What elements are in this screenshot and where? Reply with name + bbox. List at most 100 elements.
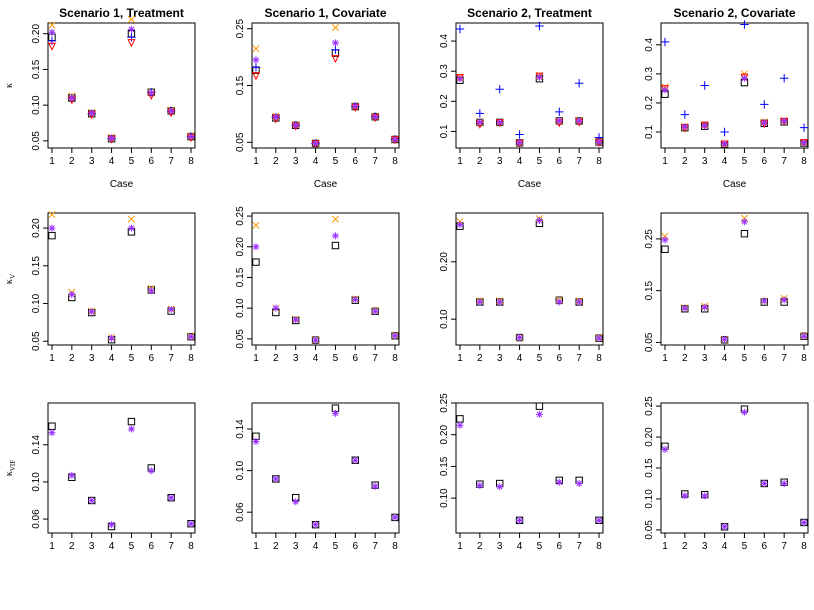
x-tick-label: 8: [188, 353, 194, 364]
x-tick-label: 5: [537, 156, 543, 167]
x-tick-label: 1: [49, 353, 55, 364]
x-tick-label: 7: [576, 156, 582, 167]
panel-11: 1 2 3 4 5 6 7 8 0.10 0.15 0.20 0.25: [439, 393, 604, 552]
panel-1: Scenario 1, Treatment 1 2 3 4 5 6 7 8 Case 0.05 0.1…: [4, 6, 196, 190]
star-marker: [167, 494, 175, 502]
series-square: [48, 228, 195, 344]
plus-marker: [535, 21, 544, 31]
square-marker: [48, 422, 56, 430]
x-tick-label: 2: [477, 541, 483, 552]
star-marker: [187, 333, 195, 341]
x-tick-label: 7: [576, 541, 582, 552]
star-marker: [187, 520, 195, 528]
y-tick-label: 0.20: [439, 252, 450, 272]
star-marker: [740, 74, 748, 82]
plus-marker: [515, 130, 524, 139]
star-marker: [351, 456, 359, 464]
star-marker: [661, 86, 669, 94]
plus-marker: [700, 81, 709, 90]
star-marker: [476, 298, 484, 306]
series-cross: [456, 215, 603, 342]
star-marker: [167, 107, 175, 115]
y-tick-label: 0.20: [644, 427, 655, 447]
star-marker: [496, 298, 504, 306]
panel-4: Scenario 2, Covariate 1 2 3 4 5 6 7 8 Case 0.1 0.2 0…: [644, 6, 809, 190]
series-square: [456, 219, 603, 342]
x-tick-label: 2: [273, 353, 279, 364]
series-square: [661, 230, 808, 344]
y-axis-label-main: κ: [4, 471, 15, 476]
plot-frame: [47, 22, 196, 149]
star-marker: [312, 139, 320, 147]
panel-title: Scenario 2, Treatment: [467, 6, 592, 20]
plot-frame: [455, 212, 604, 346]
star-marker: [516, 139, 524, 147]
star-marker: [800, 139, 808, 147]
plus-marker: [720, 127, 729, 137]
panel-10: 1 2 3 4 5 6 7 8 0.06 0.10 0.14: [235, 402, 400, 552]
x-tick-label: 3: [702, 541, 708, 552]
star-marker: [535, 216, 543, 224]
panel-12: 1 2 3 4 5 6 7 8 0.05 0.10 0.15 0.20 0.25: [644, 396, 809, 552]
series-star: [661, 408, 808, 531]
panel-8: 1 2 3 4 5 6 7 8 0.05 0.15 0.25: [644, 212, 809, 364]
plus-marker: [495, 85, 504, 94]
triangle-marker: [331, 55, 340, 64]
y-tick-label: 0.10: [31, 472, 42, 492]
x-tick-label: 5: [129, 541, 135, 552]
star-marker: [701, 492, 709, 500]
series-star: [252, 409, 399, 529]
x-axis-label: Case: [723, 179, 747, 190]
panel-title: Scenario 1, Treatment: [59, 6, 184, 20]
series-star: [252, 39, 399, 147]
cross-marker: [127, 15, 135, 23]
y-tick-label: 0.05: [644, 332, 655, 352]
y-tick-label: 0.05: [31, 131, 42, 151]
series-square: [456, 75, 603, 147]
star-marker: [252, 56, 260, 64]
y-tick-label: 0.15: [235, 75, 246, 95]
star-marker: [48, 224, 56, 232]
x-tick-label: 1: [457, 353, 463, 364]
y-tick-label: 0.05: [644, 520, 655, 540]
y-tick-label: 0.10: [644, 489, 655, 509]
square-marker: [456, 415, 464, 423]
x-tick-label: 6: [149, 541, 155, 552]
y-tick-label: 0.10: [235, 460, 246, 480]
y-tick-label: 0.25: [439, 393, 450, 413]
series-square: [456, 402, 603, 525]
x-tick-label: 5: [742, 353, 748, 364]
series-cross: [661, 214, 808, 343]
star-marker: [760, 297, 768, 305]
x-tick-label: 8: [596, 156, 602, 167]
x-tick-label: 3: [89, 541, 95, 552]
star-marker: [371, 307, 379, 315]
y-tick-label: 0.05: [31, 331, 42, 351]
y-tick-label: 0.10: [439, 488, 450, 508]
star-marker: [68, 471, 76, 479]
y-tick-label: 0.15: [235, 267, 246, 287]
star-marker: [127, 25, 135, 33]
x-tick-label: 6: [353, 156, 359, 167]
y-tick-label: 0.14: [235, 419, 246, 439]
panel-7: 1 2 3 4 5 6 7 8 0.10 0.20: [439, 212, 604, 364]
series-square: [661, 78, 808, 148]
y-tick-label: 0.4: [644, 37, 655, 51]
series-star: [456, 73, 603, 147]
y-tick-label: 0.25: [235, 19, 246, 39]
x-tick-label: 5: [129, 156, 135, 167]
plot-frame: [47, 402, 196, 534]
y-axis-label-subscript: V: [9, 274, 17, 279]
series-star: [456, 216, 603, 342]
star-marker: [681, 304, 689, 312]
series-cross: [48, 15, 195, 141]
x-tick-label: 7: [576, 353, 582, 364]
x-tick-label: 5: [742, 541, 748, 552]
star-marker: [371, 482, 379, 490]
series-star: [48, 25, 195, 142]
triangle-marker: [47, 42, 56, 51]
x-tick-label: 6: [149, 156, 155, 167]
panel-6: 1 2 3 4 5 6 7 8 0.05 0.10 0.15 0.20 0.25: [235, 206, 400, 364]
plus-marker: [251, 63, 261, 72]
plot-frame: [660, 402, 809, 534]
